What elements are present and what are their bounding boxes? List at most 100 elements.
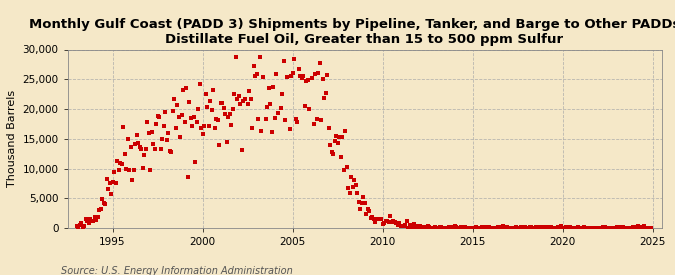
Point xyxy=(377,222,388,226)
Point xyxy=(589,226,599,230)
Point xyxy=(520,225,531,230)
Point xyxy=(494,224,505,229)
Point xyxy=(514,226,524,230)
Point xyxy=(449,224,460,229)
Point xyxy=(197,132,208,136)
Point xyxy=(386,220,397,224)
Point xyxy=(314,61,325,66)
Point xyxy=(618,226,629,230)
Point xyxy=(198,124,209,129)
Point xyxy=(468,226,479,230)
Point xyxy=(424,225,435,229)
Point xyxy=(482,226,493,230)
Point xyxy=(400,223,410,227)
Point xyxy=(232,97,242,101)
Point xyxy=(306,76,317,80)
Point xyxy=(629,224,640,229)
Point xyxy=(316,118,327,122)
Point xyxy=(620,226,631,230)
Point xyxy=(74,223,85,227)
Point xyxy=(371,217,382,222)
Point xyxy=(92,215,103,219)
Point xyxy=(107,180,118,184)
Point xyxy=(616,225,626,230)
Point xyxy=(155,147,166,152)
Point xyxy=(212,118,223,122)
Point xyxy=(271,72,281,76)
Point xyxy=(248,64,259,69)
Point xyxy=(136,147,146,151)
Point xyxy=(548,225,559,230)
Point xyxy=(591,226,602,230)
Point xyxy=(381,219,392,224)
Point xyxy=(556,224,566,229)
Point xyxy=(395,224,406,229)
Point xyxy=(353,200,364,204)
Point xyxy=(188,114,199,119)
Point xyxy=(252,117,263,121)
Point xyxy=(389,220,400,224)
Point xyxy=(638,224,649,229)
Point xyxy=(101,177,112,182)
Point xyxy=(601,226,612,230)
Point xyxy=(127,178,138,182)
Point xyxy=(500,226,511,230)
Point xyxy=(319,96,329,100)
Point xyxy=(184,100,194,104)
Point xyxy=(581,226,592,230)
Point xyxy=(344,191,355,195)
Point xyxy=(370,220,381,224)
Point xyxy=(485,226,496,230)
Point xyxy=(341,164,352,169)
Point xyxy=(630,225,641,229)
Point xyxy=(576,226,587,230)
Point xyxy=(327,152,338,156)
Point xyxy=(431,226,442,230)
Point xyxy=(448,225,458,229)
Point xyxy=(289,57,300,61)
Point xyxy=(569,226,580,230)
Point xyxy=(645,226,656,230)
Point xyxy=(140,147,151,152)
Point xyxy=(394,221,404,226)
Point xyxy=(323,126,334,130)
Point xyxy=(104,181,115,185)
Point xyxy=(338,168,349,172)
Point xyxy=(154,115,165,119)
Point xyxy=(475,226,485,230)
Point xyxy=(103,186,113,191)
Point xyxy=(348,178,359,182)
Point xyxy=(467,226,478,230)
Point xyxy=(169,97,180,101)
Point xyxy=(219,111,230,116)
Point xyxy=(397,223,408,228)
Y-axis label: Thousand Barrels: Thousand Barrels xyxy=(7,90,17,188)
Point xyxy=(566,226,577,230)
Point xyxy=(240,34,251,38)
Point xyxy=(443,224,454,229)
Point xyxy=(185,116,196,120)
Point xyxy=(362,207,373,211)
Point xyxy=(143,131,154,136)
Point xyxy=(142,120,153,124)
Point xyxy=(137,166,148,170)
Point xyxy=(487,226,497,230)
Point xyxy=(238,99,248,104)
Point xyxy=(110,181,121,185)
Point xyxy=(451,225,462,229)
Point xyxy=(130,142,140,147)
Point xyxy=(429,225,440,229)
Point xyxy=(547,226,558,230)
Point xyxy=(418,225,429,229)
Point xyxy=(196,126,207,130)
Point xyxy=(483,225,494,230)
Point xyxy=(641,226,652,230)
Point xyxy=(300,79,311,83)
Point xyxy=(401,219,412,224)
Point xyxy=(455,225,466,229)
Point xyxy=(88,218,99,223)
Point xyxy=(179,120,190,125)
Point xyxy=(202,104,213,109)
Point xyxy=(644,226,655,230)
Point xyxy=(97,197,107,201)
